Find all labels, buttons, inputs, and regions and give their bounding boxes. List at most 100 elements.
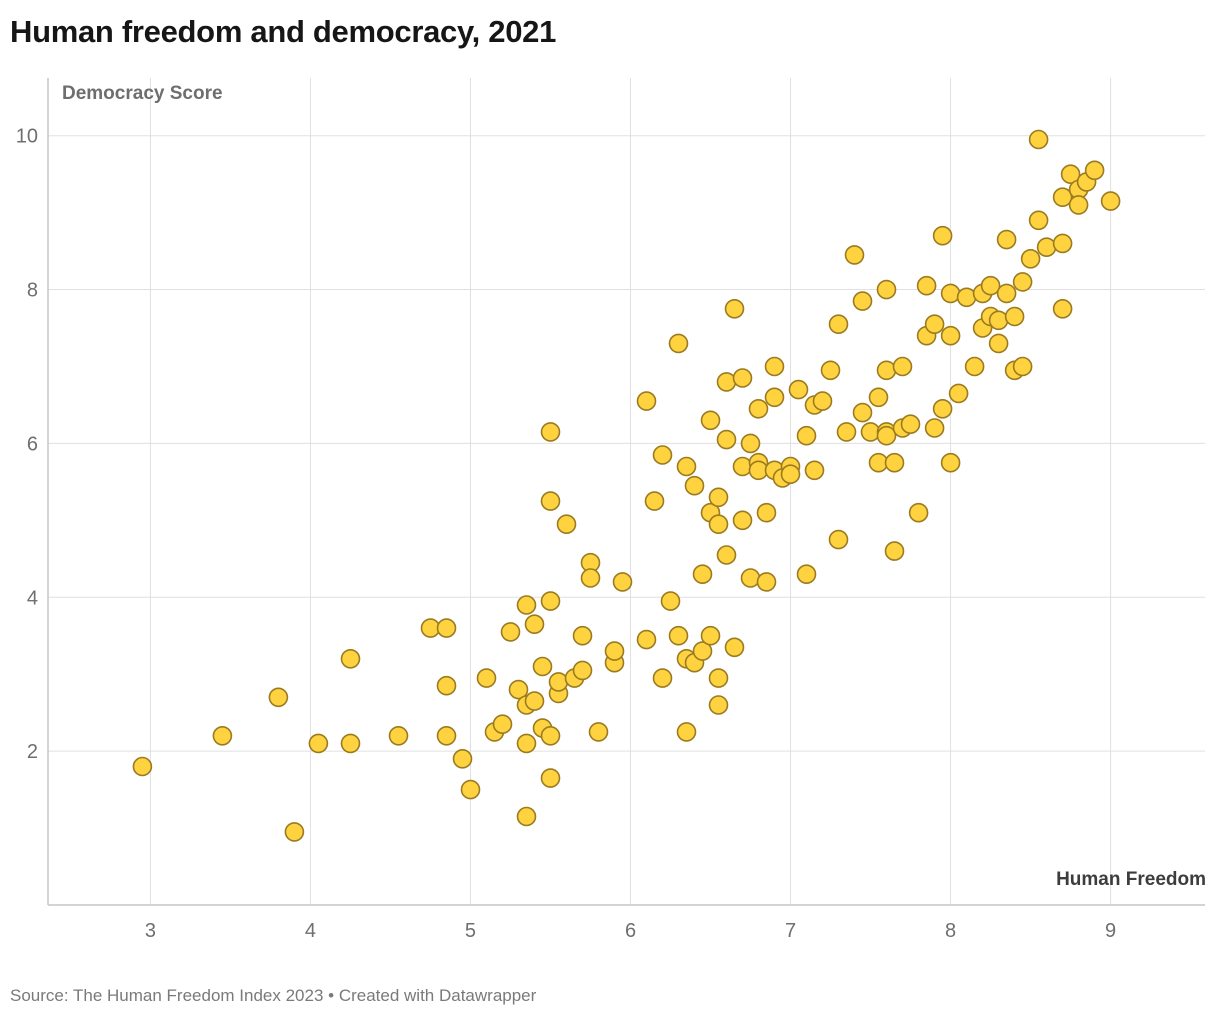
data-point[interactable] (940, 283, 961, 304)
data-point[interactable] (884, 452, 905, 473)
data-point[interactable] (708, 514, 729, 535)
data-point[interactable] (748, 398, 769, 419)
data-point[interactable] (724, 637, 745, 658)
data-point[interactable] (636, 629, 657, 650)
data-point[interactable] (636, 391, 657, 411)
data-point[interactable] (1012, 272, 1033, 292)
data-point[interactable] (796, 425, 817, 446)
data-point[interactable] (1100, 191, 1121, 211)
data-point[interactable] (676, 722, 697, 742)
data-point[interactable] (796, 564, 817, 585)
data-point[interactable] (1036, 237, 1057, 257)
data-point[interactable] (1004, 306, 1025, 327)
data-point[interactable] (1012, 356, 1033, 377)
data-point[interactable] (788, 379, 809, 400)
data-point[interactable] (652, 668, 673, 688)
data-point[interactable] (516, 595, 537, 615)
data-point[interactable] (660, 591, 681, 611)
data-point[interactable] (900, 414, 921, 435)
data-point[interactable] (700, 625, 721, 646)
data-point[interactable] (604, 641, 625, 661)
data-point[interactable] (308, 733, 329, 754)
data-point[interactable] (908, 502, 929, 523)
data-point[interactable] (988, 333, 1009, 354)
data-point[interactable] (988, 310, 1009, 331)
data-point[interactable] (740, 433, 761, 454)
data-point[interactable] (340, 648, 361, 669)
data-point[interactable] (532, 656, 553, 677)
data-point[interactable] (996, 283, 1017, 304)
data-point[interactable] (812, 391, 833, 411)
data-point[interactable] (1068, 195, 1089, 215)
data-point[interactable] (572, 625, 593, 646)
data-point[interactable] (284, 822, 305, 842)
data-point[interactable] (716, 429, 737, 450)
data-point[interactable] (492, 714, 513, 735)
data-point[interactable] (804, 460, 825, 481)
data-point[interactable] (436, 675, 457, 696)
data-point[interactable] (524, 691, 545, 711)
data-point[interactable] (668, 625, 689, 646)
data-point[interactable] (852, 291, 873, 311)
data-point[interactable] (1020, 248, 1041, 269)
data-point[interactable] (436, 725, 457, 746)
data-point[interactable] (612, 572, 633, 592)
data-point[interactable] (436, 618, 457, 638)
data-point[interactable] (836, 422, 857, 442)
data-point[interactable] (388, 725, 409, 746)
data-point[interactable] (756, 502, 777, 523)
data-point[interactable] (876, 279, 897, 300)
data-point[interactable] (964, 356, 985, 377)
data-point[interactable] (548, 672, 569, 692)
data-point[interactable] (692, 641, 713, 661)
data-point[interactable] (1084, 160, 1105, 181)
data-point[interactable] (132, 756, 153, 777)
data-point[interactable] (732, 368, 753, 388)
data-point[interactable] (540, 491, 561, 511)
data-point[interactable] (764, 356, 785, 377)
data-point[interactable] (756, 572, 777, 592)
data-point[interactable] (732, 456, 753, 477)
data-point[interactable] (980, 275, 1001, 296)
data-point[interactable] (940, 325, 961, 346)
data-point[interactable] (588, 722, 609, 742)
data-point[interactable] (268, 687, 289, 708)
data-point[interactable] (508, 679, 529, 700)
data-point[interactable] (716, 372, 737, 392)
data-point[interactable] (948, 383, 969, 404)
data-point[interactable] (724, 298, 745, 319)
data-point[interactable] (452, 748, 473, 769)
data-point[interactable] (668, 333, 689, 354)
data-point[interactable] (1052, 233, 1073, 254)
data-point[interactable] (644, 491, 665, 511)
data-point[interactable] (876, 425, 897, 446)
data-point[interactable] (708, 487, 729, 508)
data-point[interactable] (716, 545, 737, 565)
data-point[interactable] (916, 275, 937, 296)
data-point[interactable] (500, 622, 521, 642)
data-point[interactable] (852, 402, 873, 423)
data-point[interactable] (540, 725, 561, 746)
data-point[interactable] (956, 287, 977, 308)
data-point[interactable] (924, 418, 945, 438)
data-point[interactable] (932, 225, 953, 246)
data-point[interactable] (340, 733, 361, 754)
data-point[interactable] (676, 456, 697, 477)
data-point[interactable] (700, 410, 721, 431)
data-point[interactable] (924, 314, 945, 335)
data-point[interactable] (540, 591, 561, 611)
data-point[interactable] (868, 387, 889, 408)
data-point[interactable] (884, 541, 905, 561)
data-point[interactable] (828, 529, 849, 550)
data-point[interactable] (1060, 164, 1081, 184)
data-point[interactable] (580, 568, 601, 588)
data-point[interactable] (732, 510, 753, 531)
data-point[interactable] (996, 229, 1017, 250)
data-point[interactable] (764, 387, 785, 408)
data-point[interactable] (708, 695, 729, 715)
data-point[interactable] (708, 668, 729, 688)
data-point[interactable] (820, 360, 841, 381)
data-point[interactable] (524, 614, 545, 635)
data-point[interactable] (940, 452, 961, 473)
data-point[interactable] (1028, 210, 1049, 231)
